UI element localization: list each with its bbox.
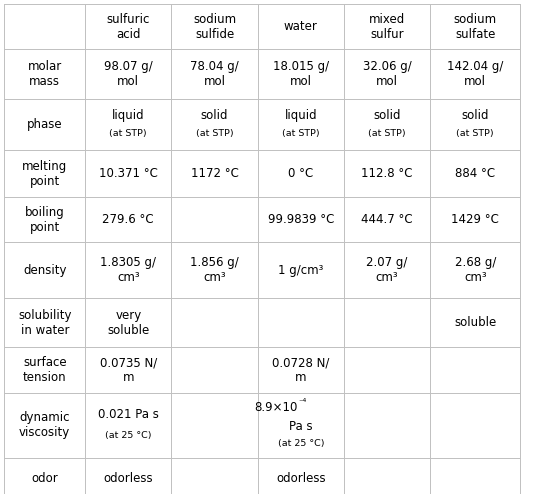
Text: melting
point: melting point bbox=[22, 160, 67, 188]
Text: 10.371 °C: 10.371 °C bbox=[99, 167, 158, 180]
Text: 99.9839 °C: 99.9839 °C bbox=[268, 213, 334, 226]
Text: 32.06 g/
mol: 32.06 g/ mol bbox=[363, 60, 412, 88]
Text: 1429 °C: 1429 °C bbox=[452, 213, 499, 226]
Text: 18.015 g/
mol: 18.015 g/ mol bbox=[273, 60, 329, 88]
Text: dynamic
viscosity: dynamic viscosity bbox=[19, 412, 70, 440]
Text: surface
tension: surface tension bbox=[23, 356, 67, 384]
Text: very
soluble: very soluble bbox=[107, 309, 150, 336]
Text: solid: solid bbox=[461, 109, 489, 123]
Text: density: density bbox=[23, 263, 67, 277]
Text: odorless: odorless bbox=[276, 472, 325, 485]
Text: 884 °C: 884 °C bbox=[455, 167, 495, 180]
Text: ⁻⁴: ⁻⁴ bbox=[298, 398, 306, 407]
Text: molar
mass: molar mass bbox=[28, 60, 62, 88]
Text: Pa s: Pa s bbox=[289, 420, 313, 433]
Text: 78.04 g/
mol: 78.04 g/ mol bbox=[190, 60, 239, 88]
Text: 1 g/cm³: 1 g/cm³ bbox=[278, 263, 324, 277]
Text: sodium
sulfate: sodium sulfate bbox=[454, 13, 497, 41]
Text: 8.9×10: 8.9×10 bbox=[255, 401, 298, 413]
Text: 0.0735 N/
m: 0.0735 N/ m bbox=[100, 356, 157, 384]
Text: (at STP): (at STP) bbox=[110, 129, 147, 138]
Text: 1.856 g/
cm³: 1.856 g/ cm³ bbox=[190, 256, 239, 284]
Text: 98.07 g/
mol: 98.07 g/ mol bbox=[104, 60, 153, 88]
Text: 0.0728 N/
m: 0.0728 N/ m bbox=[272, 356, 330, 384]
Text: 1172 °C: 1172 °C bbox=[191, 167, 239, 180]
Text: 1.8305 g/
cm³: 1.8305 g/ cm³ bbox=[100, 256, 156, 284]
Text: 279.6 °C: 279.6 °C bbox=[103, 213, 154, 226]
Text: phase: phase bbox=[27, 118, 63, 131]
Text: liquid: liquid bbox=[112, 109, 145, 123]
Text: soluble: soluble bbox=[454, 316, 496, 329]
Text: water: water bbox=[284, 20, 318, 33]
Text: solid: solid bbox=[373, 109, 401, 123]
Text: 2.68 g/
cm³: 2.68 g/ cm³ bbox=[455, 256, 496, 284]
Text: mixed
sulfur: mixed sulfur bbox=[369, 13, 405, 41]
Text: 2.07 g/
cm³: 2.07 g/ cm³ bbox=[366, 256, 408, 284]
Text: (at 25 °C): (at 25 °C) bbox=[105, 431, 152, 441]
Text: (at STP): (at STP) bbox=[196, 129, 233, 138]
Text: 0 °C: 0 °C bbox=[288, 167, 313, 180]
Text: (at STP): (at STP) bbox=[369, 129, 406, 138]
Text: 0.021 Pa s: 0.021 Pa s bbox=[98, 408, 159, 421]
Text: boiling
point: boiling point bbox=[25, 206, 64, 234]
Text: (at STP): (at STP) bbox=[456, 129, 494, 138]
Text: solid: solid bbox=[201, 109, 228, 123]
Text: 142.04 g/
mol: 142.04 g/ mol bbox=[447, 60, 503, 88]
Text: solubility
in water: solubility in water bbox=[18, 309, 72, 336]
Text: 444.7 °C: 444.7 °C bbox=[361, 213, 413, 226]
Text: liquid: liquid bbox=[284, 109, 317, 123]
Text: sulfuric
acid: sulfuric acid bbox=[106, 13, 150, 41]
Text: sodium
sulfide: sodium sulfide bbox=[193, 13, 236, 41]
Text: (at STP): (at STP) bbox=[282, 129, 319, 138]
Text: odor: odor bbox=[32, 472, 58, 485]
Text: 112.8 °C: 112.8 °C bbox=[361, 167, 413, 180]
Text: (at 25 °C): (at 25 °C) bbox=[277, 439, 324, 448]
Text: odorless: odorless bbox=[104, 472, 153, 485]
